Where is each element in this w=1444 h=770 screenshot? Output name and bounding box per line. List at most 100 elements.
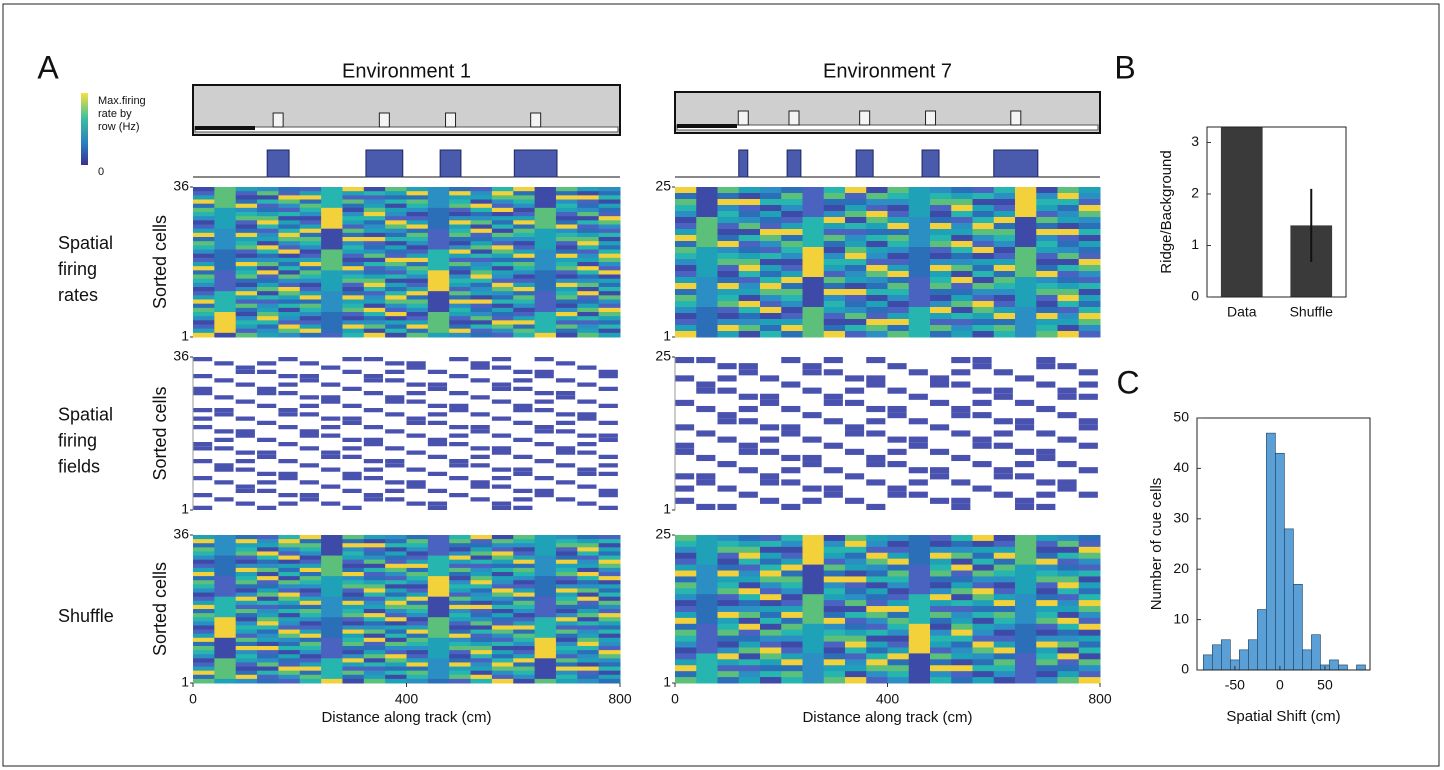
y-tick-label: 1 <box>181 501 189 517</box>
heatmap-cell <box>738 552 761 560</box>
heatmap-cell <box>449 592 472 598</box>
heatmap-cell <box>534 257 557 263</box>
heatmap-cell <box>1015 193 1037 200</box>
heatmap-cell <box>577 604 600 610</box>
heatmap-cell <box>1015 331 1037 338</box>
heatmap-cell <box>299 633 322 639</box>
heatmap-cell <box>299 535 322 540</box>
field-cell <box>1036 503 1056 510</box>
x-axis-label: Spatial Shift (cm) <box>1226 708 1340 725</box>
heatmap-cell <box>257 547 279 552</box>
heatmap-cell <box>717 259 740 266</box>
heatmap-cell <box>235 316 258 321</box>
heatmap-cell <box>235 555 258 561</box>
heatmap-cell <box>1036 229 1058 236</box>
heatmap-cell <box>598 543 621 548</box>
heatmap-cell <box>427 604 450 610</box>
heatmap-cell <box>534 580 557 585</box>
field-cell <box>235 450 255 455</box>
heatmap-cell <box>449 547 472 552</box>
heatmap-cell <box>278 600 301 606</box>
heatmap-cell <box>675 325 697 332</box>
heatmap-cell <box>363 245 386 250</box>
heatmap-cell <box>406 187 429 192</box>
heatmap-cell <box>342 633 365 639</box>
field-cell <box>193 386 213 391</box>
heatmap-cell <box>781 540 803 548</box>
heatmap-cell <box>385 666 407 672</box>
heatmap-cell <box>930 283 952 290</box>
heatmap-cell <box>214 576 237 581</box>
field-cell <box>930 399 950 406</box>
heatmap-cell <box>993 217 1016 224</box>
field-cell <box>1036 357 1056 364</box>
heatmap-cell <box>513 199 536 205</box>
field-cell <box>972 399 992 406</box>
heatmap-cell <box>993 241 1016 248</box>
heatmap-cell <box>930 241 952 248</box>
heatmap-cell <box>321 646 343 651</box>
heatmap-cell <box>823 600 846 607</box>
heatmap-cell <box>951 552 973 560</box>
heatmap-cell <box>845 205 867 212</box>
heatmap-cell <box>491 257 514 263</box>
heatmap-cell <box>470 641 493 647</box>
heatmap-cell <box>449 580 472 585</box>
heatmap-cell <box>598 274 621 280</box>
heatmap-cell <box>1015 617 1037 625</box>
heatmap-cell <box>555 187 578 192</box>
field-cell <box>760 375 780 382</box>
heatmap-cell <box>342 621 365 626</box>
heatmap-cell <box>470 270 493 275</box>
heatmap-cell <box>257 207 279 213</box>
heatmap-cell <box>470 629 493 635</box>
track-floor <box>194 126 619 133</box>
heatmap-cell <box>299 312 322 317</box>
field-cell <box>675 442 695 449</box>
heatmap-cell <box>696 671 718 678</box>
heatmap-cell <box>1036 331 1058 338</box>
heatmap-cell <box>406 324 429 330</box>
heatmap-cell <box>534 584 557 589</box>
field-cell <box>866 375 886 382</box>
heatmap-cell <box>887 641 910 648</box>
heatmap-cell <box>513 187 536 192</box>
heatmap-cell <box>406 291 429 296</box>
heatmap-cell <box>385 224 407 230</box>
heatmap-cell <box>887 229 910 236</box>
x-tick-label: 800 <box>1088 691 1112 707</box>
heatmap-cell <box>717 319 740 326</box>
heatmap-cell <box>908 253 931 260</box>
heatmap-cell <box>193 199 215 205</box>
panel-label: A <box>37 49 59 85</box>
heatmap-cell <box>299 629 322 635</box>
heatmap-cell <box>1078 319 1101 326</box>
y-tick-label: 10 <box>1173 610 1189 626</box>
heatmap-cell <box>598 670 621 676</box>
heatmap-cell <box>342 596 365 602</box>
heatmap-cell <box>449 674 472 680</box>
heatmap-cell <box>491 646 514 651</box>
field-cell <box>385 497 405 502</box>
heatmap-cell <box>1078 617 1101 625</box>
heatmap-cell <box>738 600 761 607</box>
field-cell <box>513 471 533 476</box>
field-cell <box>823 399 843 406</box>
heatmap-cell <box>214 295 237 300</box>
heatmap-cell <box>930 635 952 643</box>
field-cell <box>802 387 822 394</box>
heatmap-cell <box>845 313 867 320</box>
heatmap-cell <box>845 535 867 542</box>
heatmap-cell <box>823 265 846 272</box>
heatmap-cell <box>598 547 621 552</box>
field-cell <box>193 391 213 396</box>
heatmap-cell <box>513 191 536 196</box>
heatmap-cell <box>1057 564 1080 572</box>
heatmap-cell <box>491 592 514 598</box>
field-cell <box>342 488 362 493</box>
heatmap-cell <box>449 224 472 230</box>
heatmap-cell <box>598 613 621 618</box>
heatmap-cell <box>577 637 600 643</box>
heatmap-cell <box>1015 582 1037 589</box>
field-cell <box>406 467 426 472</box>
